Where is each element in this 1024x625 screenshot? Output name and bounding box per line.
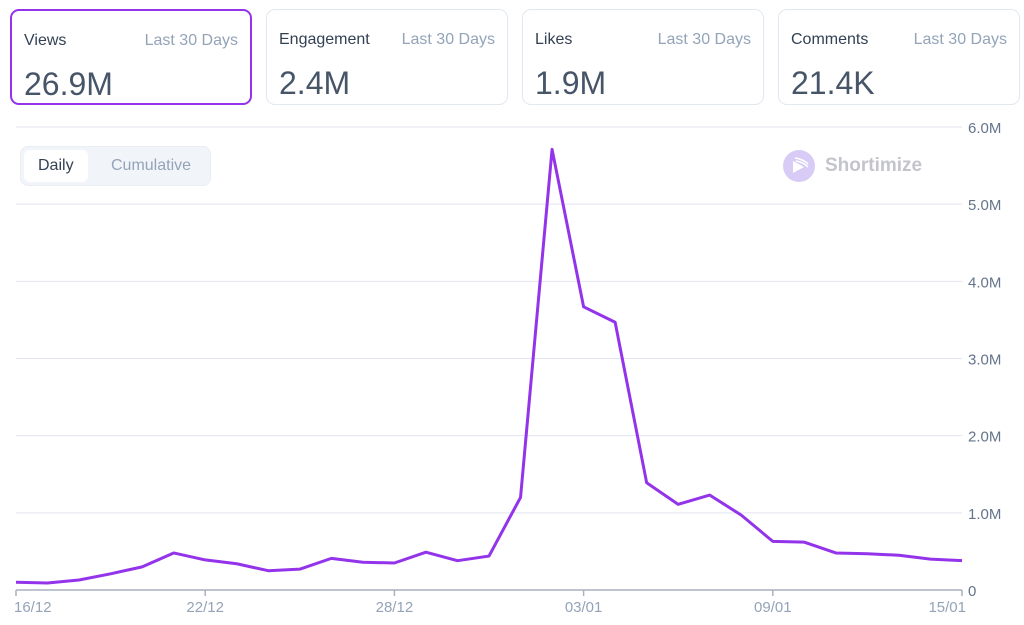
card-label: Views xyxy=(24,32,67,49)
y-tick-label: 3.0M xyxy=(968,352,1001,369)
y-tick-label: 4.0M xyxy=(968,274,1001,291)
x-tick-label: 22/12 xyxy=(186,599,224,616)
card-value: 26.9M xyxy=(24,66,113,102)
view-mode-toggle: Daily Cumulative xyxy=(20,146,211,186)
brand-watermark: Shortimize xyxy=(783,150,922,182)
card-period: Last 30 Days xyxy=(401,31,495,48)
y-tick-label: 2.0M xyxy=(968,429,1001,446)
card-period: Last 30 Days xyxy=(913,31,1007,48)
y-tick-label: 6.0M xyxy=(968,120,1001,137)
x-tick-label: 28/12 xyxy=(376,599,414,616)
engagement-card[interactable]: Engagement Last 30 Days 2.4M xyxy=(266,9,508,105)
shortimize-logo-icon xyxy=(783,150,815,182)
card-label: Engagement xyxy=(279,31,370,48)
views-series-line xyxy=(15,147,963,585)
card-label: Comments xyxy=(791,31,869,48)
x-tick-label: 03/01 xyxy=(565,599,603,616)
cumulative-tab[interactable]: Cumulative xyxy=(111,157,192,174)
x-tick-label: 16/12 xyxy=(14,599,52,616)
views-card[interactable]: Views Last 30 Days 26.9M xyxy=(10,9,252,105)
card-period: Last 30 Days xyxy=(144,32,238,49)
card-value: 21.4K xyxy=(791,65,875,101)
x-tick-label: 09/01 xyxy=(754,599,792,616)
card-value: 1.9M xyxy=(535,65,607,101)
likes-card[interactable]: Likes Last 30 Days 1.9M xyxy=(522,9,764,105)
comments-card[interactable]: Comments Last 30 Days 21.4K xyxy=(778,9,1020,105)
card-period: Last 30 Days xyxy=(657,31,751,48)
card-label: Likes xyxy=(535,31,573,48)
daily-tab[interactable]: Daily xyxy=(24,150,88,182)
y-tick-label: 5.0M xyxy=(968,197,1001,214)
y-tick-label: 0 xyxy=(968,583,976,600)
x-tick-label: 15/01 xyxy=(928,599,966,616)
brand-name: Shortimize xyxy=(825,155,923,176)
y-tick-label: 1.0M xyxy=(968,506,1001,523)
card-value: 2.4M xyxy=(279,65,351,101)
